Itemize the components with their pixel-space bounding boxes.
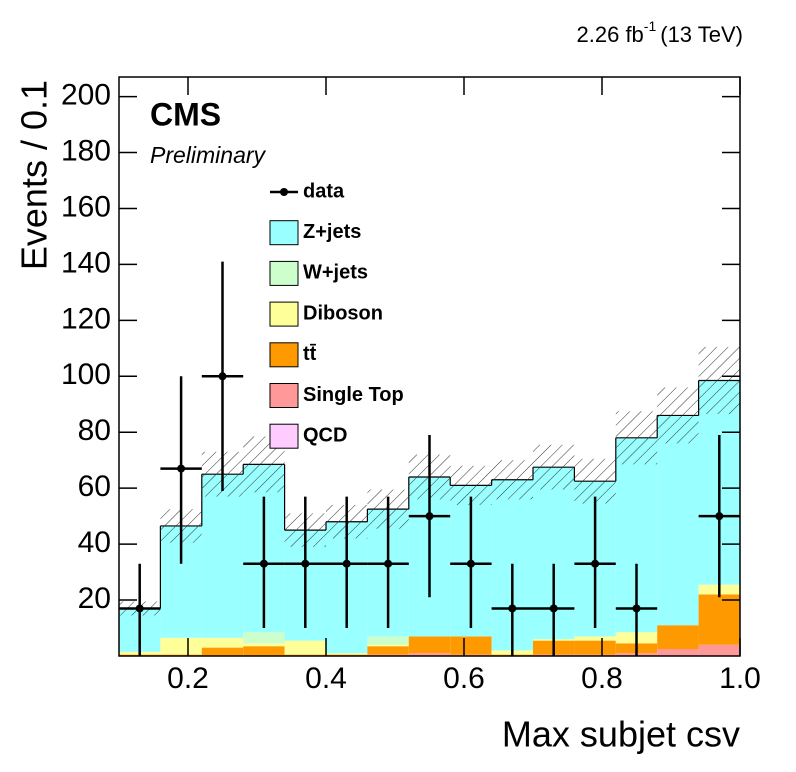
lumi-sup: -1: [644, 18, 657, 34]
stack-segment: [574, 636, 616, 641]
stack-segment: [326, 653, 368, 655]
data-point: [384, 559, 393, 568]
data-point: [425, 512, 434, 521]
stack-segment: [367, 646, 409, 655]
legend-label: W+jets: [303, 262, 368, 284]
uncertainty-band: [491, 460, 533, 500]
data-point: [632, 604, 641, 613]
uncertainty-band: [615, 411, 658, 465]
plot-frame: [118, 76, 741, 657]
x-tick-label: 0.2: [167, 662, 209, 695]
energy: (13 TeV): [660, 22, 743, 47]
legend-swatch: [269, 260, 299, 286]
y-tick-label: 20: [78, 582, 111, 615]
legend-label: QCD: [303, 424, 347, 446]
y-axis-title: Events / 0.1: [14, 80, 55, 270]
stack-segment: [201, 637, 244, 648]
stack-segment: [243, 643, 285, 647]
y-tick-label: 140: [61, 246, 111, 279]
stack-segment: [657, 625, 699, 650]
data-point: [135, 604, 144, 613]
stack-segment: [408, 653, 451, 656]
stack-segment: [201, 647, 244, 656]
stack-segment: [160, 637, 202, 655]
legend-label: data: [303, 180, 345, 202]
stack-segment: [698, 644, 740, 656]
stack-segment: [367, 644, 409, 647]
data-point: [301, 559, 310, 568]
data-point: [715, 512, 724, 521]
y-tick-label: 100: [61, 358, 111, 391]
data-point: [218, 372, 227, 381]
stack-segment: [657, 649, 699, 656]
lumi: 2.26 fb: [577, 22, 644, 47]
uncertainty-band: [657, 387, 699, 444]
stack-segment: [408, 636, 451, 654]
y-tick-label: 160: [61, 190, 111, 223]
x-tick-label: 0.8: [581, 662, 623, 695]
data-point: [259, 559, 268, 568]
x-axis-title: Max subjet csv: [502, 714, 740, 755]
x-tick-label: 0.4: [305, 662, 347, 695]
y-tick-label: 200: [61, 79, 111, 112]
stack-segment: [450, 636, 492, 655]
y-tick-label: 80: [78, 414, 111, 447]
data-point: [591, 559, 600, 568]
stack-segment: [201, 474, 244, 638]
x-tick-label: 1.0: [719, 662, 761, 695]
legend-label: Z+jets: [303, 221, 361, 243]
uncertainty-band: [698, 346, 740, 415]
y-tick-label: 60: [78, 470, 111, 503]
preliminary-label: Preliminary: [150, 142, 267, 168]
stack-segment: [574, 640, 616, 655]
x-tick-label: 0.6: [443, 662, 485, 695]
plot-area: 20 40 60 80 100 120 140 160 180 200 0.2 0.4 0.6 0.8 1.…: [61, 76, 761, 695]
uncertainty-band: [574, 458, 616, 504]
legend-label: tt̄: [303, 343, 317, 365]
y-tick-label: 120: [61, 302, 111, 335]
stack-segment: [243, 632, 285, 644]
legend-swatch: [269, 342, 299, 368]
lumi-label: 2.26 fb-1 (13 TeV): [577, 18, 743, 47]
legend-swatch: [269, 383, 299, 408]
cms-label: CMS: [150, 96, 221, 132]
stack-segment: [698, 594, 740, 645]
y-tick-label: 180: [61, 134, 111, 167]
stack-segment: [367, 636, 409, 645]
legend-data-marker: [280, 188, 288, 196]
legend-swatch: [269, 301, 299, 327]
legend-label: Diboson: [303, 302, 383, 324]
data-point: [342, 559, 351, 568]
legend-swatch: [269, 423, 299, 449]
y-tick-label: 40: [78, 526, 111, 559]
data-point: [466, 559, 475, 568]
data-point: [508, 604, 517, 613]
legend-swatch: [269, 220, 299, 246]
data-point: [177, 464, 186, 473]
stack-segment: [243, 646, 285, 656]
stack-segment: [284, 640, 326, 655]
legend-label: Single Top: [303, 384, 404, 406]
data-point: [549, 604, 558, 613]
uncertainty-band: [533, 444, 575, 490]
stack-segment: [657, 415, 699, 626]
